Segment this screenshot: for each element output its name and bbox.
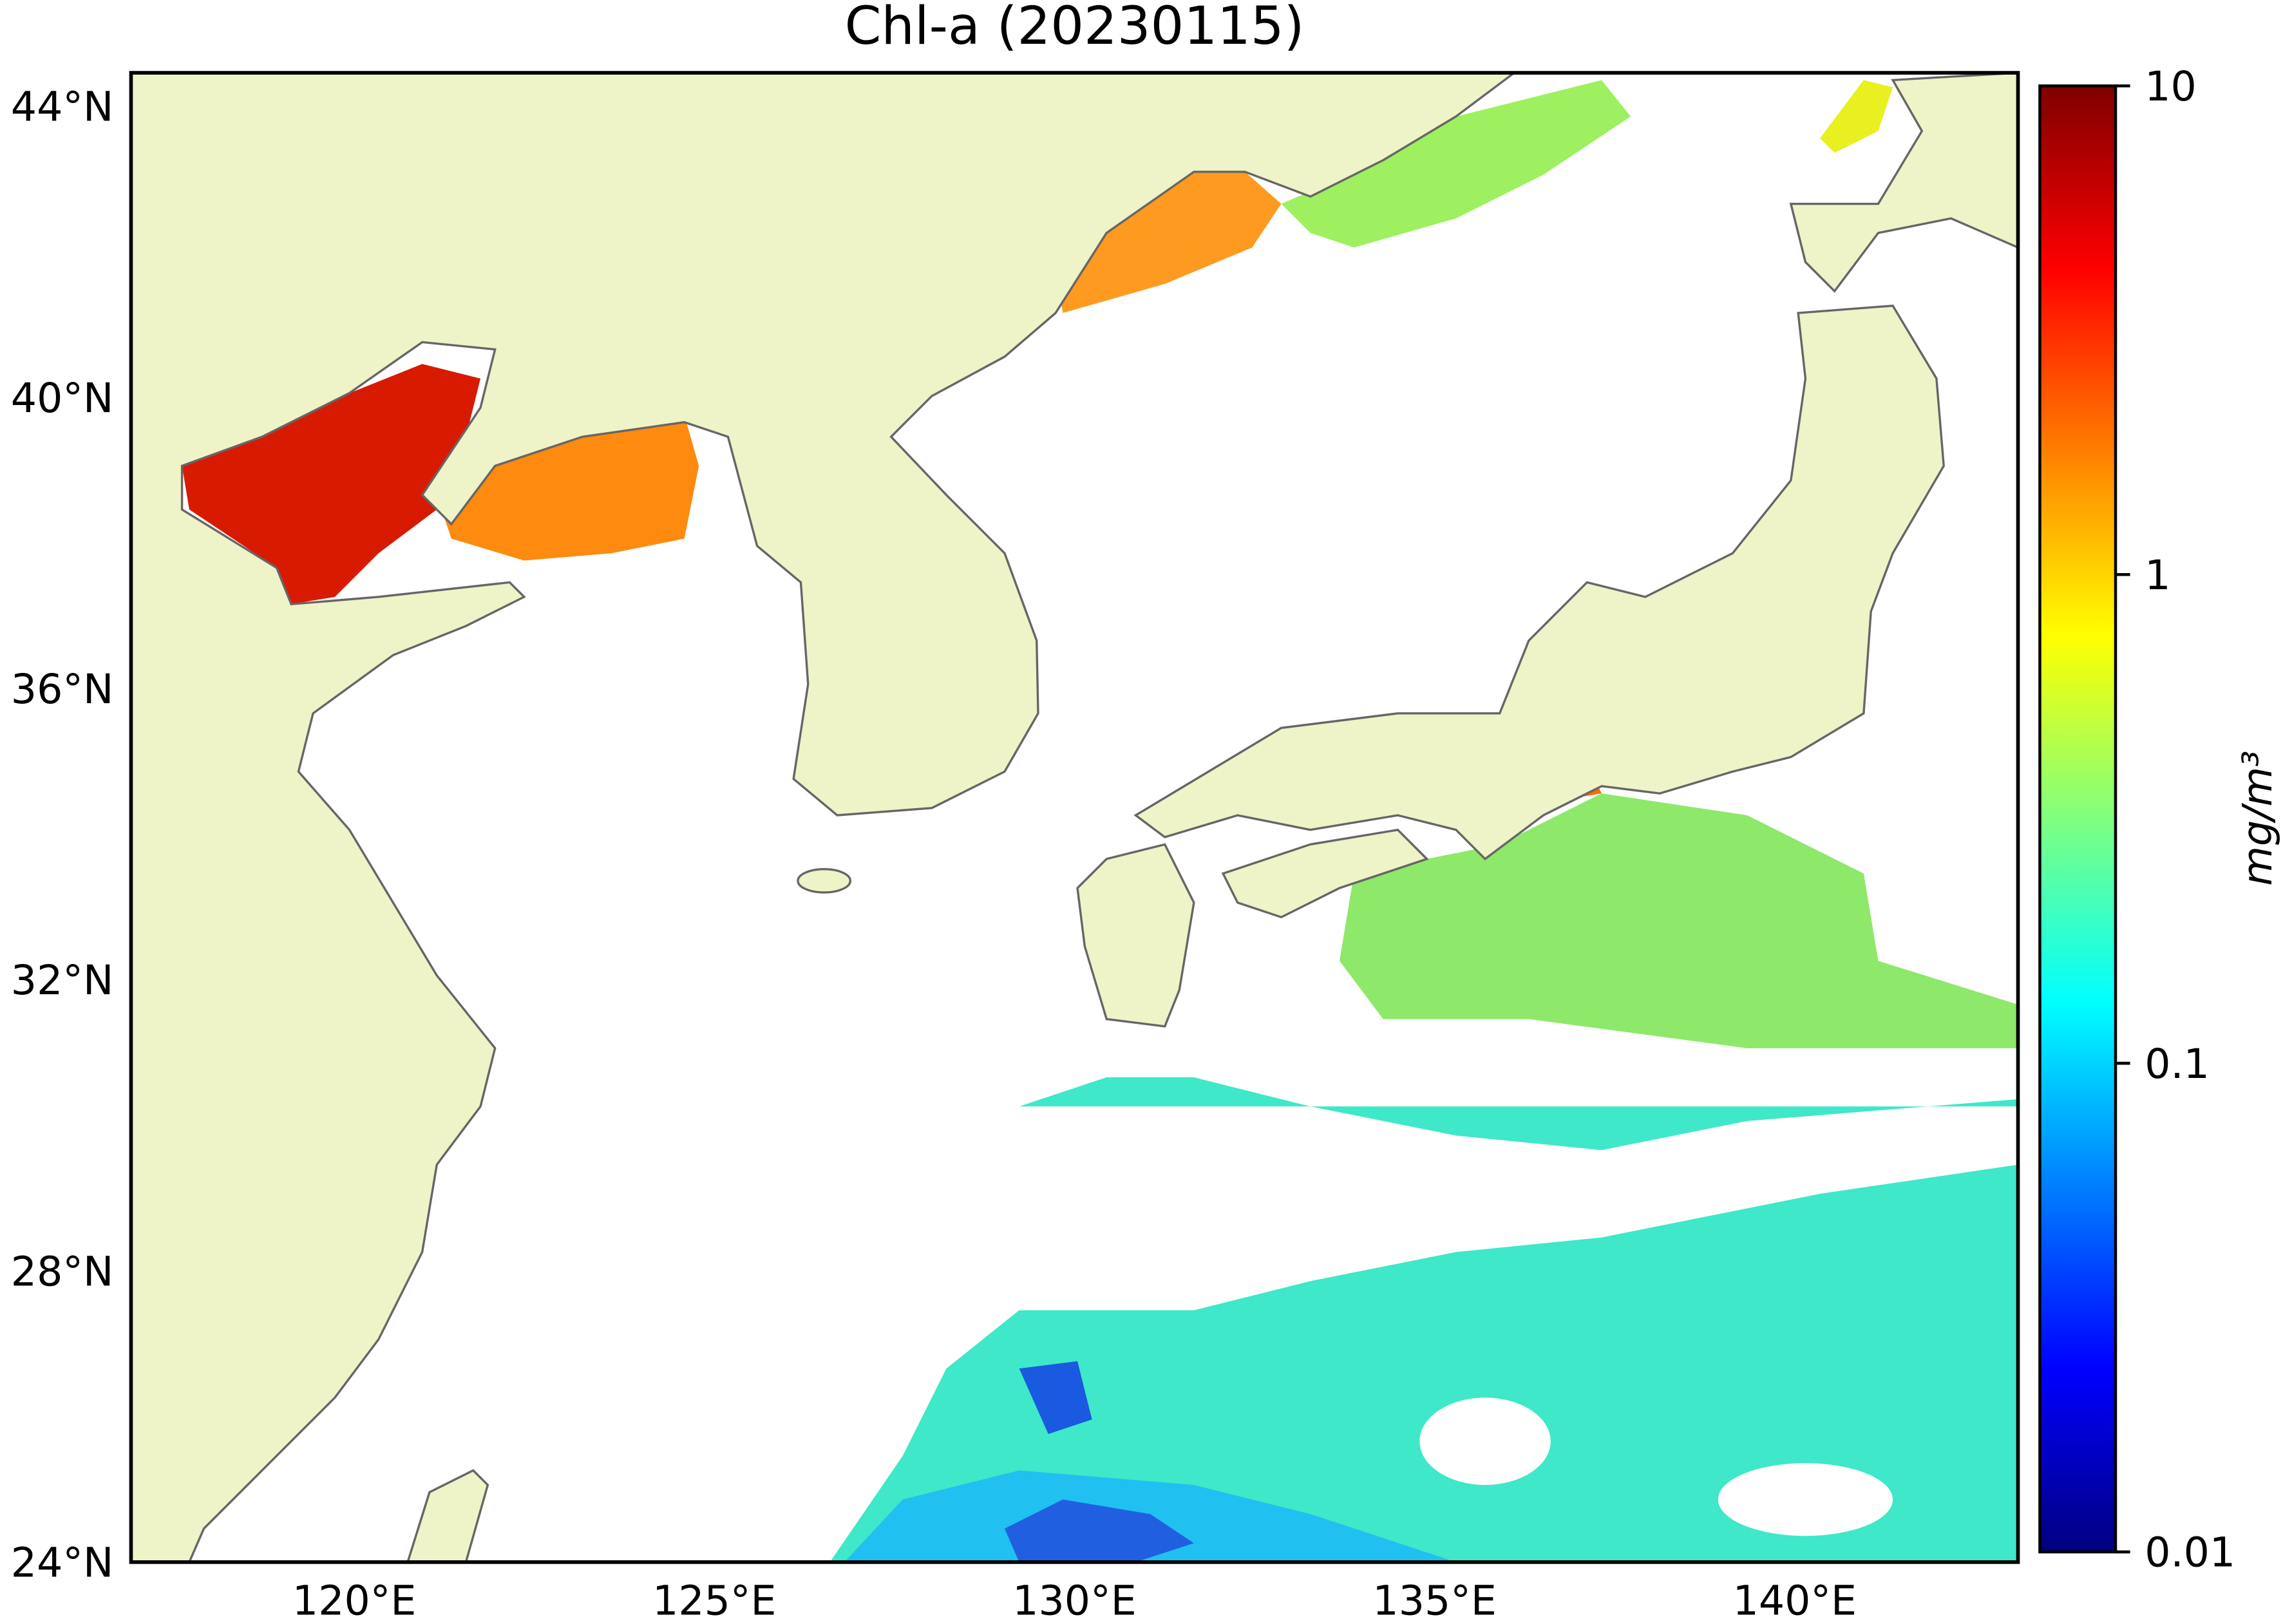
land bbox=[1076, 843, 1195, 1028]
colorbar-tick-label: 10 bbox=[2145, 62, 2197, 110]
colorbar: 0.01 0.1 1 10 bbox=[2038, 62, 2235, 1576]
colorbar-tick-label: 0.01 bbox=[2145, 1529, 2235, 1576]
cloud-gap bbox=[1718, 1463, 1893, 1536]
y-tick-label: 32°N bbox=[11, 956, 114, 1004]
chl-patch bbox=[1820, 80, 1893, 153]
y-tick-label: 36°N bbox=[11, 665, 114, 713]
chl-patch bbox=[1056, 171, 1282, 314]
plot-frame bbox=[129, 71, 2020, 1564]
chl-patch bbox=[182, 364, 481, 605]
x-tick-label: 135°E bbox=[1372, 1576, 1496, 1624]
land bbox=[797, 868, 852, 894]
x-tick-label: 140°E bbox=[1733, 1576, 1857, 1624]
chl-patch bbox=[829, 1077, 2018, 1562]
land bbox=[1221, 828, 1429, 919]
y-tick-label: 24°N bbox=[11, 1539, 114, 1587]
x-tick-label: 130°E bbox=[1012, 1576, 1136, 1624]
x-tick-label: 125°E bbox=[652, 1576, 776, 1624]
map-title: Chl-a (20230115) bbox=[845, 0, 1305, 57]
y-tick-label: 40°N bbox=[11, 374, 114, 422]
chl-patch bbox=[1339, 793, 2018, 1048]
land bbox=[1789, 73, 2018, 293]
colorbar-tick-label: 0.1 bbox=[2145, 1040, 2210, 1088]
chl-patch bbox=[1281, 80, 1631, 248]
land bbox=[406, 1469, 489, 1562]
y-tick-label: 28°N bbox=[11, 1247, 114, 1295]
colorbar-label: mg/m³ bbox=[2233, 751, 2281, 886]
colorbar-tick-label: 1 bbox=[2145, 551, 2170, 599]
land bbox=[1133, 305, 1945, 861]
map-area bbox=[131, 73, 2018, 1562]
chl-patch bbox=[1004, 1499, 1194, 1562]
land bbox=[131, 73, 1517, 1562]
chl-patch bbox=[1019, 1361, 1092, 1434]
colorbar-scale bbox=[2038, 84, 2117, 1554]
cloud-gap bbox=[1419, 1397, 1551, 1486]
x-tick-label: 120°E bbox=[292, 1576, 416, 1624]
y-tick-label: 44°N bbox=[11, 83, 114, 131]
